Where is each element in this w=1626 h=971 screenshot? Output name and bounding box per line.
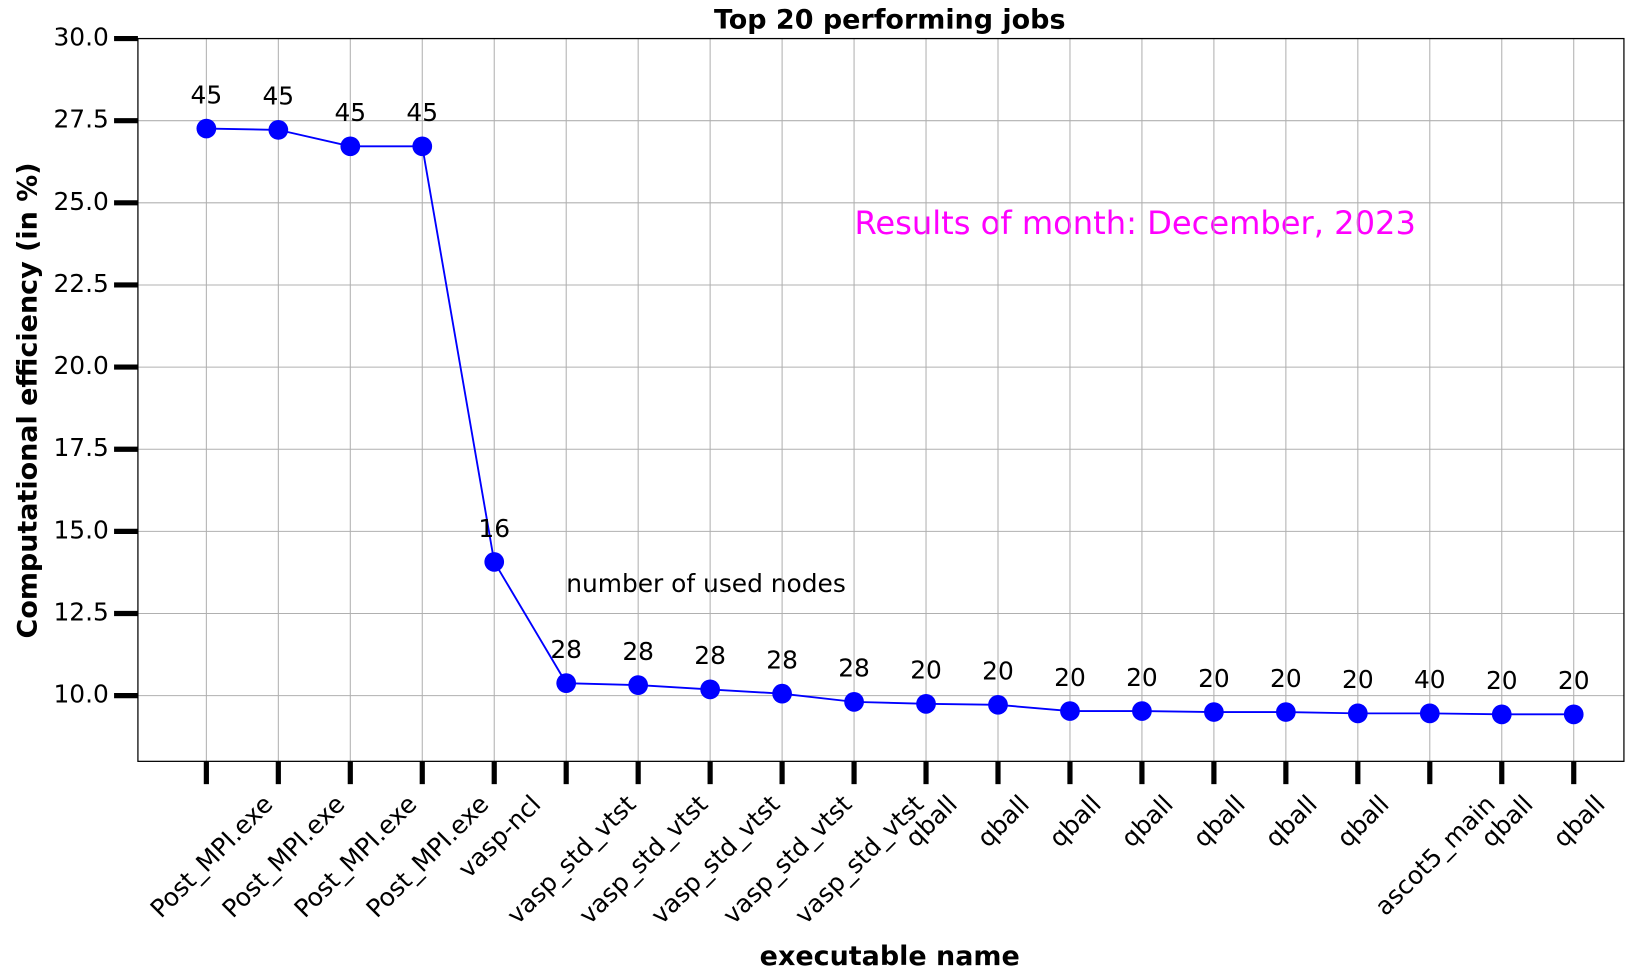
y-tick-label: 15.0 (53, 515, 108, 544)
x-tick-label: qball (1259, 789, 1322, 852)
node-label: 45 (262, 82, 294, 111)
node-label: 28 (622, 637, 654, 666)
node-label: 45 (406, 98, 438, 127)
x-tick-label: qball (971, 789, 1034, 852)
marker (340, 136, 361, 157)
y-tick-label: 20.0 (53, 351, 108, 380)
marker (1132, 701, 1152, 721)
node-label: 20 (1486, 666, 1518, 695)
marker (1276, 702, 1296, 722)
node-label: 20 (1558, 666, 1590, 695)
x-tick-label: qball (1547, 789, 1610, 852)
marker (772, 683, 792, 704)
node-label: 20 (910, 656, 942, 685)
node-label: 45 (191, 80, 223, 109)
marker (1491, 704, 1512, 725)
marker (1060, 701, 1080, 721)
marker (1204, 702, 1224, 722)
node-label: 20 (1198, 664, 1230, 693)
marker (484, 552, 505, 572)
plot-frame (137, 37, 1625, 762)
node-label: 28 (838, 654, 870, 683)
node-label: 20 (1270, 664, 1302, 693)
x-tick-label: vasp_std_vtst (789, 789, 929, 929)
y-tick-label: 30.0 (53, 23, 108, 52)
node-label: 28 (766, 646, 798, 675)
annotation: number of used nodes (566, 569, 846, 598)
x-tick-label: qball (1115, 789, 1178, 852)
marker (988, 694, 1008, 715)
marker (556, 673, 577, 693)
y-tick-label: 10.0 (53, 680, 108, 709)
x-tick-label: qball (1187, 789, 1250, 852)
node-label: 28 (694, 641, 726, 670)
node-label: 20 (1342, 665, 1374, 694)
month-note: Results of month: December, 2023 (854, 204, 1415, 242)
marker (412, 136, 433, 157)
y-tick-label: 25.0 (53, 187, 108, 216)
marker (268, 120, 289, 140)
node-label: 40 (1414, 665, 1446, 694)
node-label: 28 (550, 635, 582, 664)
y-axis-label: Computational efficiency (in %) (13, 162, 44, 638)
chart-title: Top 20 performing jobs (714, 4, 1066, 35)
x-tick-label: vasp_std_vtst (573, 789, 713, 929)
line (206, 127, 1574, 716)
x-tick-label: qball (1043, 789, 1106, 852)
marker (1347, 703, 1368, 724)
marker (196, 118, 217, 139)
x-tick-label: vasp_std_vtst (645, 789, 785, 929)
marker (628, 675, 649, 695)
node-label: 20 (982, 657, 1014, 686)
marker (1563, 704, 1584, 725)
y-tick-label: 17.5 (53, 433, 108, 462)
marker (844, 692, 864, 712)
y-tick-label: 22.5 (53, 269, 108, 298)
y-tick-label: 27.5 (53, 105, 108, 134)
y-tick-label: 12.5 (53, 597, 108, 626)
x-axis-label: executable name (760, 941, 1020, 971)
marker (700, 679, 720, 700)
node-label: 45 (334, 98, 366, 127)
node-label: 20 (1126, 663, 1158, 692)
marker (1419, 703, 1440, 724)
x-tick-label: qball (1331, 789, 1394, 852)
node-label: 16 (478, 514, 510, 543)
node-label: 20 (1054, 663, 1086, 692)
marker (916, 693, 936, 714)
x-tick-label: vasp_std_vtst (717, 789, 857, 929)
x-tick-label: Post_MPI.exe (145, 789, 279, 923)
